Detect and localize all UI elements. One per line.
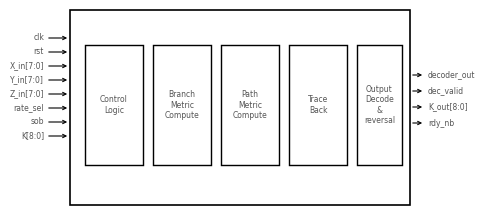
Text: Y_in[7:0]: Y_in[7:0] — [10, 75, 44, 84]
Text: rate_sel: rate_sel — [14, 103, 44, 112]
Bar — [153, 45, 211, 165]
Bar — [221, 45, 279, 165]
Text: Z_in[7:0]: Z_in[7:0] — [10, 90, 44, 99]
Text: Control
Logic: Control Logic — [100, 95, 128, 115]
Text: Branch
Metric
Compute: Branch Metric Compute — [164, 90, 200, 120]
Text: dec_valid: dec_valid — [428, 86, 464, 95]
Text: Path
Metric
Compute: Path Metric Compute — [232, 90, 268, 120]
Bar — [357, 45, 402, 165]
Bar — [289, 45, 347, 165]
Text: rst: rst — [34, 48, 44, 57]
Text: clk: clk — [33, 33, 44, 42]
Text: K_out[8:0]: K_out[8:0] — [428, 103, 468, 112]
Text: K[8:0]: K[8:0] — [21, 132, 44, 141]
Text: X_in[7:0]: X_in[7:0] — [10, 62, 44, 70]
Text: Output
Decode
&
reversal: Output Decode & reversal — [364, 85, 395, 125]
Text: sob: sob — [30, 117, 44, 126]
Text: rdy_nb: rdy_nb — [428, 119, 454, 128]
Text: Trace
Back: Trace Back — [308, 95, 328, 115]
Bar — [70, 10, 410, 205]
Text: decoder_out: decoder_out — [428, 70, 476, 79]
Bar — [85, 45, 143, 165]
